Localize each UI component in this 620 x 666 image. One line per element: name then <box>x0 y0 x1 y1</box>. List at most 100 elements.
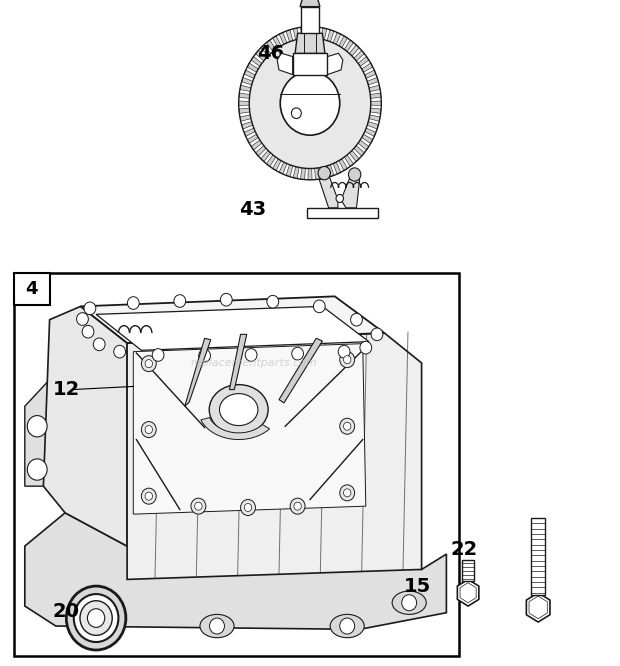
Polygon shape <box>81 296 384 343</box>
Circle shape <box>153 349 164 361</box>
Polygon shape <box>365 70 376 79</box>
Polygon shape <box>279 162 287 174</box>
Circle shape <box>249 38 371 168</box>
Polygon shape <box>301 168 306 180</box>
Circle shape <box>82 326 94 338</box>
Circle shape <box>141 356 156 372</box>
Polygon shape <box>273 159 281 170</box>
Circle shape <box>291 108 301 119</box>
Ellipse shape <box>392 591 427 614</box>
Ellipse shape <box>219 394 258 426</box>
Circle shape <box>343 356 351 364</box>
Circle shape <box>141 488 156 504</box>
Bar <box>462 560 474 581</box>
Polygon shape <box>286 165 293 176</box>
Polygon shape <box>341 176 360 208</box>
Polygon shape <box>247 63 259 72</box>
Polygon shape <box>367 122 378 129</box>
Circle shape <box>348 168 361 181</box>
Circle shape <box>339 345 350 358</box>
Polygon shape <box>354 145 365 156</box>
Bar <box>531 518 545 595</box>
Polygon shape <box>277 53 293 75</box>
Circle shape <box>343 422 351 430</box>
Circle shape <box>174 294 185 308</box>
Polygon shape <box>242 77 253 85</box>
Polygon shape <box>319 174 338 208</box>
Polygon shape <box>279 338 322 403</box>
Polygon shape <box>293 28 299 40</box>
Circle shape <box>84 302 95 315</box>
Polygon shape <box>458 579 479 606</box>
Bar <box>14 273 50 305</box>
Text: 15: 15 <box>404 577 431 595</box>
Polygon shape <box>361 63 373 72</box>
Ellipse shape <box>200 614 234 638</box>
Polygon shape <box>370 93 381 99</box>
Polygon shape <box>261 151 271 162</box>
Circle shape <box>340 352 355 368</box>
Circle shape <box>340 618 355 634</box>
Circle shape <box>145 492 153 500</box>
Circle shape <box>114 345 125 358</box>
Polygon shape <box>308 168 312 180</box>
Circle shape <box>66 586 126 650</box>
Circle shape <box>318 166 330 180</box>
Polygon shape <box>369 85 380 91</box>
Circle shape <box>340 485 355 501</box>
Circle shape <box>27 416 47 437</box>
Polygon shape <box>251 57 262 67</box>
Polygon shape <box>279 33 287 45</box>
Polygon shape <box>201 418 270 440</box>
Circle shape <box>336 194 343 202</box>
Polygon shape <box>295 33 325 53</box>
Polygon shape <box>358 57 369 67</box>
Ellipse shape <box>76 598 110 621</box>
Polygon shape <box>333 162 341 174</box>
Polygon shape <box>333 33 341 45</box>
Polygon shape <box>358 140 369 150</box>
Polygon shape <box>267 40 276 51</box>
Polygon shape <box>339 36 347 48</box>
Polygon shape <box>293 53 327 75</box>
Polygon shape <box>240 85 251 91</box>
Polygon shape <box>261 45 271 56</box>
Polygon shape <box>240 115 251 121</box>
Polygon shape <box>25 513 446 629</box>
Circle shape <box>360 341 371 354</box>
Polygon shape <box>354 51 365 61</box>
Circle shape <box>86 601 100 617</box>
Circle shape <box>291 348 304 360</box>
Ellipse shape <box>210 384 268 434</box>
Polygon shape <box>314 27 319 39</box>
Polygon shape <box>321 166 327 178</box>
Polygon shape <box>43 306 127 546</box>
Text: 46: 46 <box>257 44 285 63</box>
Circle shape <box>199 349 211 362</box>
Text: 22: 22 <box>450 540 477 559</box>
Circle shape <box>351 314 362 326</box>
Polygon shape <box>349 45 359 56</box>
Polygon shape <box>526 593 550 622</box>
Text: 12: 12 <box>53 380 80 399</box>
Circle shape <box>80 601 112 635</box>
Circle shape <box>280 71 340 135</box>
Circle shape <box>93 338 105 350</box>
Polygon shape <box>255 145 266 156</box>
Polygon shape <box>301 7 319 33</box>
Polygon shape <box>339 159 347 170</box>
Polygon shape <box>273 36 281 48</box>
Text: 20: 20 <box>53 602 80 621</box>
Circle shape <box>340 418 355 434</box>
Bar <box>14 273 459 656</box>
Polygon shape <box>349 151 359 162</box>
Circle shape <box>241 500 255 515</box>
Polygon shape <box>300 0 320 7</box>
Circle shape <box>402 595 417 611</box>
Polygon shape <box>242 122 253 129</box>
Polygon shape <box>239 108 250 113</box>
Circle shape <box>74 594 118 642</box>
Polygon shape <box>244 70 255 79</box>
Circle shape <box>141 422 156 438</box>
Polygon shape <box>327 30 334 42</box>
